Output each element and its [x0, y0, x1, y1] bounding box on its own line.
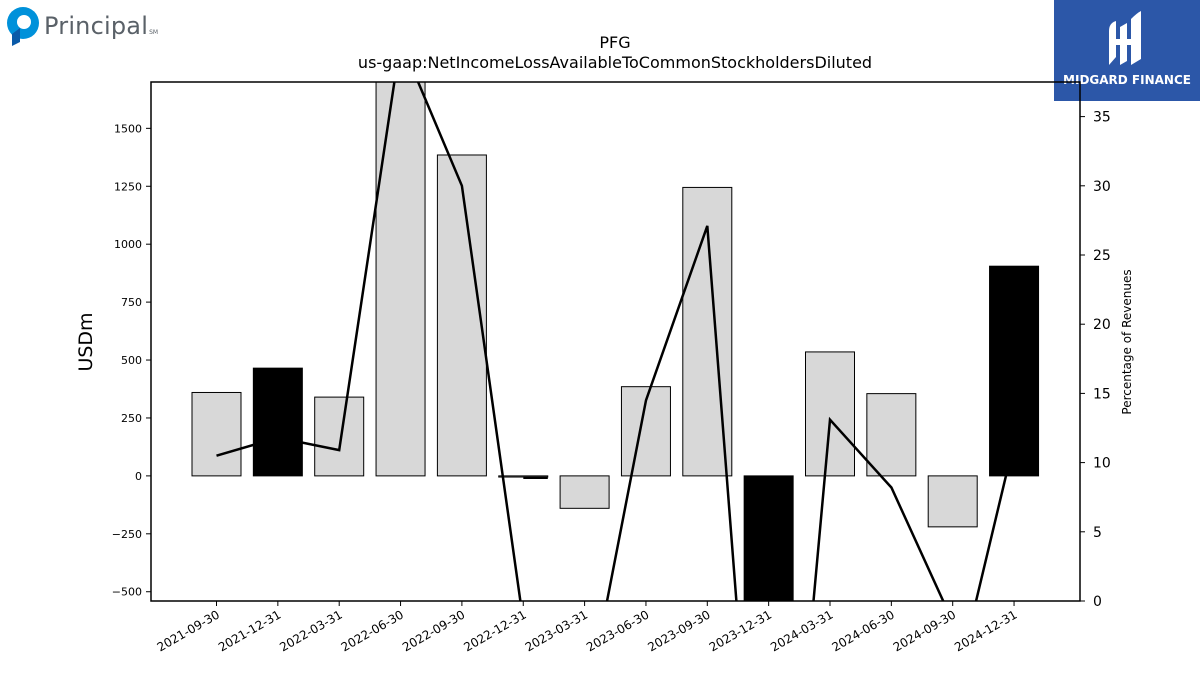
y2-tick-label: 25: [1093, 248, 1111, 264]
x-tick-label: 2024-09-30: [891, 607, 958, 654]
x-tick-label: 2022-03-31: [277, 607, 344, 654]
x-tick-label: 2024-12-31: [952, 607, 1019, 654]
plot-frame: [150, 81, 1081, 602]
line-segment-2: [605, 225, 738, 601]
bar-2023-03-31: [559, 475, 610, 509]
x-tick-label: 2024-06-30: [829, 607, 896, 654]
bar-2022-06-30: [375, 82, 426, 477]
line-segment-3: [812, 416, 945, 601]
bar-2024-12-31: [989, 265, 1040, 477]
principal-logo-icon: [7, 7, 39, 46]
bar-2024-09-30: [927, 475, 978, 528]
logo-service-mark: SM: [149, 28, 159, 36]
chart-subtitle: us-gaap:NetIncomeLossAvailableToCommonSt…: [358, 53, 872, 72]
x-tick-label: 2023-03-31: [523, 607, 590, 654]
x-tick-label: 2021-12-31: [216, 607, 283, 654]
x-axis: 2021-09-302021-12-312022-03-312022-06-30…: [155, 601, 1020, 654]
y-tick-label: 1000: [114, 238, 142, 251]
bar-2023-12-31: [743, 475, 794, 601]
y-tick-label: 250: [121, 412, 142, 425]
y2-axis-label: Percentage of Revenues: [1120, 269, 1134, 414]
principal-logo: Principal SM: [6, 6, 158, 46]
right-axis: 0 5 10 15 20 25 30 35: [1080, 110, 1111, 610]
bar-2022-09-30: [436, 154, 487, 477]
y2-tick-label: 35: [1093, 110, 1111, 126]
line-layer: [216, 82, 1016, 601]
x-tick-label: 2022-12-31: [461, 607, 528, 654]
bar-2024-03-31: [805, 351, 855, 477]
bar-2024-06-30: [866, 393, 917, 477]
y-tick-label: −500: [112, 586, 142, 599]
y2-tick-label: 20: [1093, 317, 1111, 333]
midgard-logo-icon: [1109, 11, 1141, 65]
y2-tick-label: 0: [1093, 594, 1102, 610]
chart-title: PFG: [599, 33, 630, 52]
x-tick-label: 2023-12-31: [707, 607, 774, 654]
y-tick-label: 0: [135, 470, 142, 483]
midgard-logo-text: MIDGARD FINANCE: [1063, 73, 1191, 87]
y2-tick-label: 30: [1093, 179, 1111, 195]
y-tick-label: −250: [112, 528, 142, 541]
y-axis-label: USDm: [75, 312, 97, 371]
x-tick-label: 2022-09-30: [400, 607, 467, 654]
y2-tick-label: 15: [1093, 386, 1111, 402]
x-tick-label: 2023-06-30: [584, 607, 651, 654]
logo-text: Principal: [44, 12, 149, 40]
y2-tick-label: 10: [1093, 456, 1111, 472]
x-tick-label: 2023-09-30: [645, 607, 712, 654]
bar-2022-03-31: [314, 396, 365, 477]
y2-tick-label: 5: [1093, 525, 1102, 541]
bar-2022-12-31: [498, 475, 549, 478]
left-axis: −500 −250 0 250 500 750 1000 1250 1500: [112, 122, 151, 599]
y-tick-label: 1250: [114, 180, 142, 193]
x-tick-label: 2022-06-30: [339, 607, 406, 654]
line-segment-4: [974, 441, 1016, 601]
bar-2021-12-31: [252, 367, 303, 477]
x-tick-label: 2024-03-31: [768, 607, 835, 654]
y-tick-label: 750: [121, 296, 142, 309]
x-tick-label: 2021-09-30: [155, 607, 222, 654]
midgard-finance-logo: MIDGARD FINANCE: [1054, 0, 1200, 101]
y-tick-label: 1500: [114, 122, 142, 135]
y-tick-label: 500: [121, 354, 142, 367]
line-segment-0: [216, 82, 522, 601]
bar-2021-09-30: [191, 391, 242, 477]
